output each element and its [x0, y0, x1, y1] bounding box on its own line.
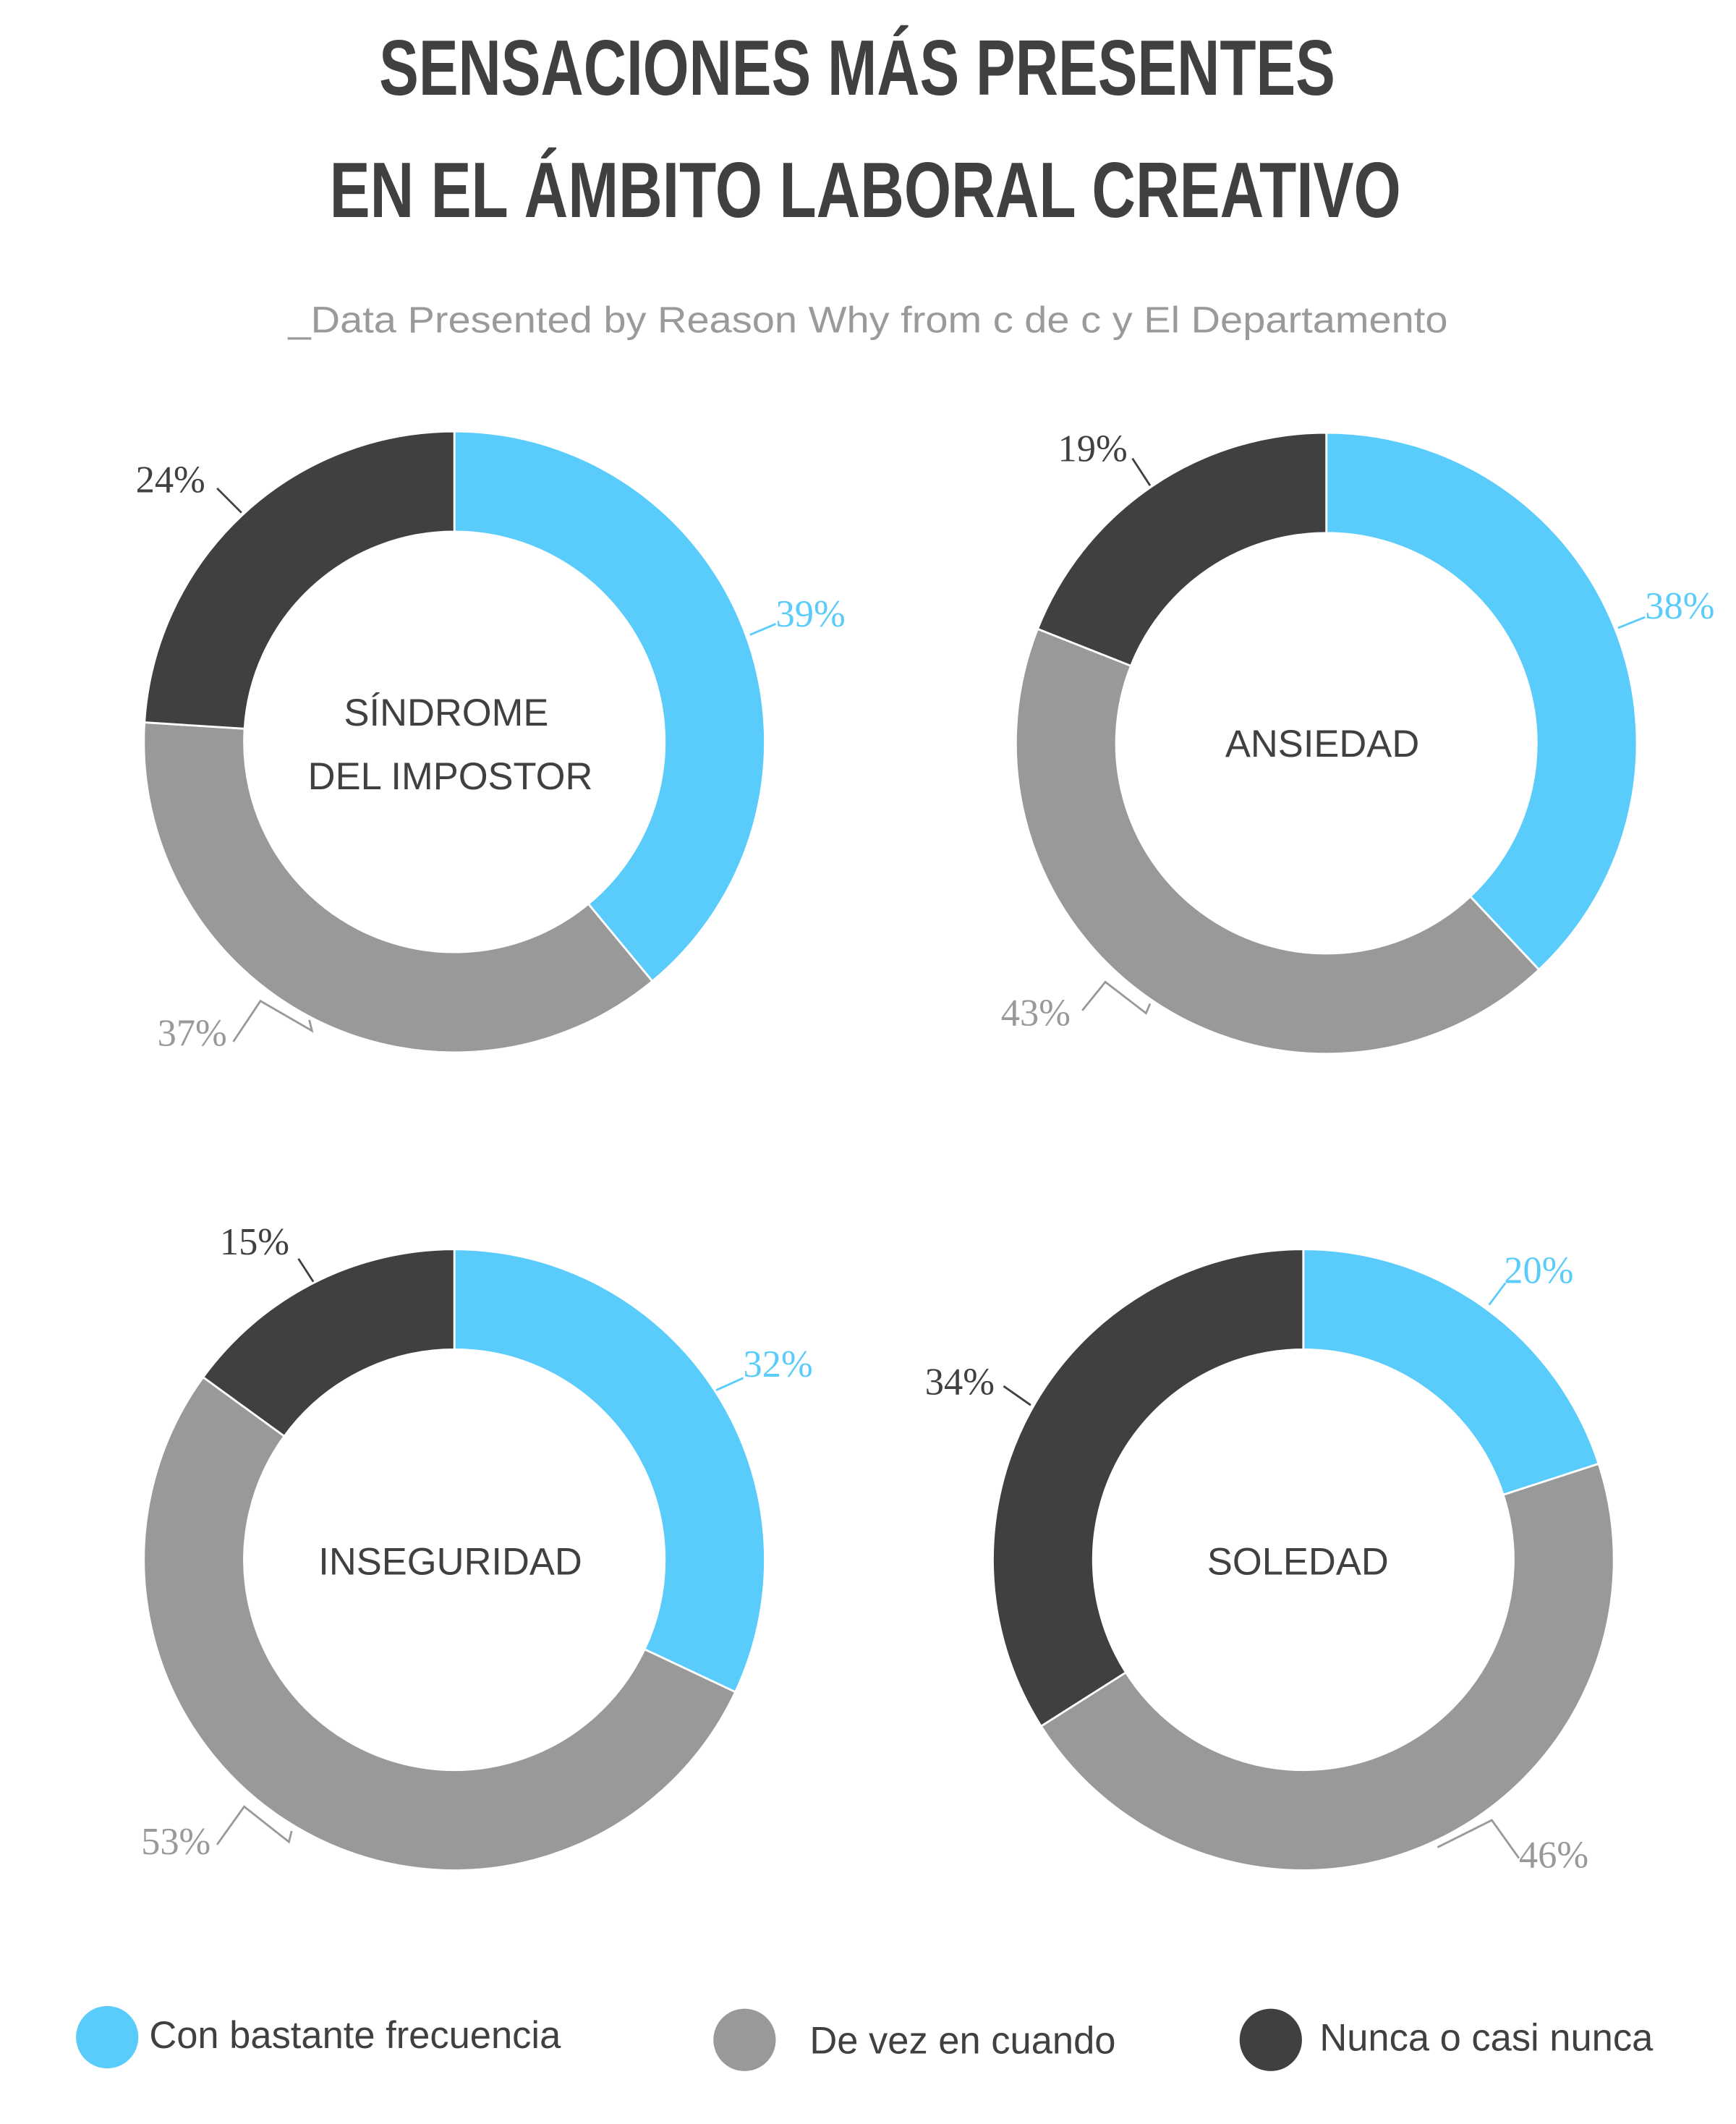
chart-3-label-never: 15% [220, 1221, 289, 1263]
chart-2-label-never: 19% [1058, 428, 1127, 470]
chart-2-slice-frequent [1325, 431, 1638, 972]
legend-label-never: Nunca o casi nunca [1319, 2017, 1654, 2060]
chart-3-slice-never [201, 1248, 456, 1438]
chart-4-title: SOLEDAD [1207, 1541, 1389, 1584]
chart-3-label-sometimes: 53% [141, 1821, 210, 1863]
leader-line [216, 1805, 293, 1845]
chart-2-label-sometimes: 43% [1001, 992, 1071, 1034]
chart-1-label-never: 24% [136, 459, 205, 501]
chart-1-title-line-1: SÍNDROME [344, 692, 548, 734]
subtitle: _Data Presented by Reason Why from c de … [287, 299, 1447, 340]
chart-1-slice-frequent [453, 430, 766, 983]
chart-2-label-frequent: 38% [1645, 585, 1714, 627]
leader-line [1003, 1385, 1031, 1406]
legend-label-frequent: Con bastante frecuencia [149, 2014, 561, 2057]
leader-line [1617, 616, 1646, 629]
chart-1-slice-never [143, 430, 456, 730]
chart-3-title: INSEGURIDAD [318, 1541, 582, 1584]
leader-line [1131, 457, 1152, 486]
chart-3-slice-frequent [453, 1248, 766, 1694]
legend-swatch-never [1239, 2008, 1302, 2071]
leader-line [297, 1258, 315, 1283]
chart-2-slice-sometimes [1015, 627, 1541, 1055]
chart-4-label-frequent: 20% [1504, 1250, 1573, 1292]
chart-3-label-frequent: 32% [744, 1343, 813, 1385]
chart-1-label-frequent: 39% [776, 593, 846, 635]
leader-line [715, 1377, 744, 1391]
leader-line [1437, 1819, 1520, 1859]
chart-4-label-never: 34% [925, 1361, 995, 1403]
chart-4-label-sometimes: 46% [1519, 1835, 1588, 1877]
title-line-1: SENSACIONES MÁS PRESENTES [379, 25, 1335, 112]
legend-swatch-sometimes [713, 2008, 776, 2071]
legend-label-sometimes: De vez en cuando [809, 2020, 1115, 2063]
chart-2-title: ANSIEDAD [1225, 723, 1419, 765]
leader-line [1488, 1282, 1507, 1306]
chart-4-slice-sometimes [1039, 1462, 1615, 1872]
leader-line [1081, 980, 1152, 1015]
chart-1-title-line-2: DEL IMPOSTOR [308, 755, 593, 798]
chart-2-slice-never [1036, 431, 1328, 668]
leader-line [216, 487, 242, 514]
chart-4-slice-never [992, 1248, 1305, 1728]
leader-line [232, 999, 314, 1042]
chart-1-slice-sometimes [142, 721, 654, 1054]
legend: Con bastante frecuencia De vez en cuando… [76, 2005, 1654, 2071]
leader-line [749, 623, 777, 636]
chart-3-slice-sometimes [142, 1375, 737, 1872]
chart-4-slice-frequent [1302, 1248, 1600, 1497]
legend-swatch-frequent [76, 2005, 139, 2069]
chart-1-label-sometimes: 37% [158, 1013, 227, 1055]
title-line-2: EN EL ÁMBITO LABORAL CREATIVO [330, 147, 1401, 234]
